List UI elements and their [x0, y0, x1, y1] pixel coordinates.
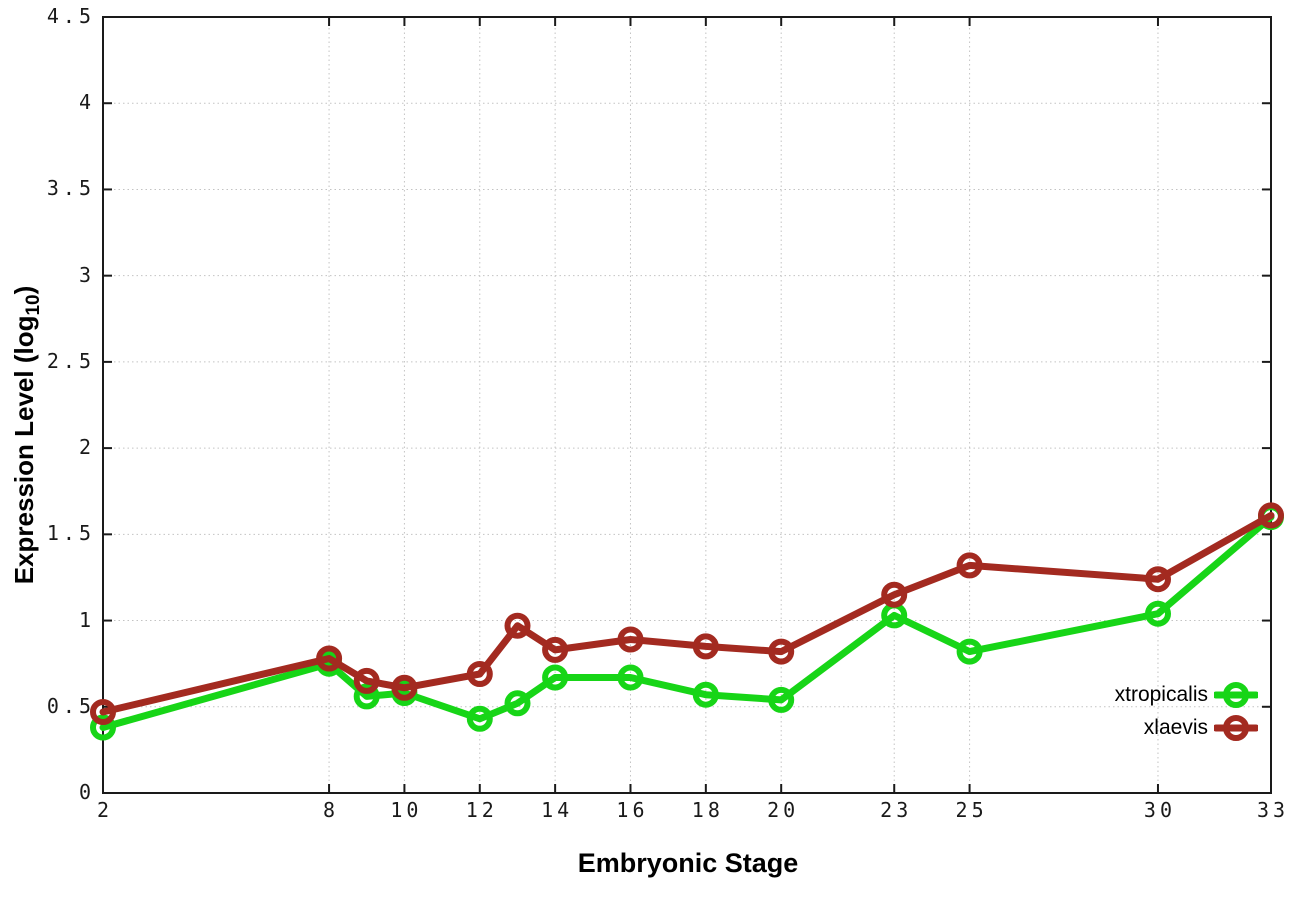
data-point-xlaevis [1145, 566, 1171, 593]
data-point-xlaevis [391, 674, 418, 701]
y-tick-label: 0 [78, 780, 95, 804]
y-tick-label: 4.5 [46, 4, 95, 28]
data-point-xlaevis [542, 636, 569, 663]
y-tick-label: 2 [78, 435, 95, 460]
legend-marker-xlaevis [1214, 715, 1258, 741]
plot-border [102, 16, 1272, 794]
y-tick-label: 0.5 [46, 693, 95, 718]
y-axis-title-subscript: 10 [23, 294, 45, 316]
data-point-xlaevis [90, 699, 116, 725]
y-axis-title-text: Expression Level (log [8, 315, 39, 585]
x-tick-label: 33 [1256, 798, 1290, 822]
x-tick-label: 12 [465, 798, 498, 822]
data-point-xtropicalis [768, 686, 795, 713]
data-point-xtropicalis [90, 714, 116, 741]
y-tick-label: 4 [78, 90, 95, 115]
x-tick-label: 20 [767, 798, 800, 822]
x-tick-label: 30 [1143, 798, 1176, 822]
data-point-xlaevis [504, 612, 531, 639]
y-axis-title-close: ) [8, 285, 39, 295]
y-tick-label: 2.5 [46, 348, 95, 373]
legend-label-xlaevis: xlaevis [1143, 716, 1208, 739]
x-tick-label: 14 [541, 798, 574, 822]
data-point-xlaevis [692, 633, 719, 660]
series-line-xtropicalis [99, 513, 1275, 731]
data-point-xtropicalis [692, 681, 719, 708]
x-tick-label: 18 [691, 798, 724, 822]
y-tick-label: 3 [78, 262, 95, 287]
x-tick-label: 23 [880, 798, 913, 822]
y-axis-title: Expression Level (log10) [9, 286, 45, 585]
data-point-xlaevis [316, 645, 343, 672]
y-tick-label: 3.5 [46, 176, 95, 201]
data-point-xlaevis [1258, 502, 1284, 529]
data-point-xlaevis [881, 581, 908, 608]
data-point-xlaevis [617, 626, 644, 653]
x-tick-label: 25 [955, 798, 988, 822]
data-point-xtropicalis [617, 664, 644, 691]
series-line-xlaevis [99, 511, 1275, 716]
x-tick-label: 16 [616, 798, 649, 822]
data-point-xtropicalis [542, 664, 569, 691]
y-tick-label: 1 [78, 607, 95, 632]
x-tick-label: 8 [323, 798, 340, 822]
y-tick-label: 1.5 [46, 521, 95, 546]
legend-label-xtropicalis: xtropicalis [1114, 683, 1208, 706]
legend-marker-xtropicalis [1214, 682, 1258, 708]
data-point-xtropicalis [466, 705, 493, 732]
x-tick-label: 2 [96, 798, 114, 822]
x-axis-title: Embryonic Stage [577, 848, 799, 878]
x-tick-label: 10 [390, 798, 423, 822]
data-point-xlaevis [768, 638, 795, 665]
data-point-xlaevis [956, 552, 983, 579]
legend-row-xlaevis: xlaevis [980, 712, 1258, 744]
data-point-xtropicalis [956, 638, 983, 665]
data-point-xtropicalis [1145, 600, 1171, 627]
data-point-xtropicalis [504, 690, 531, 717]
legend-row-xtropicalis: xtropicalis [980, 679, 1258, 711]
data-point-xtropicalis [353, 683, 380, 710]
data-point-xlaevis [466, 661, 493, 687]
data-point-xlaevis [353, 667, 380, 694]
